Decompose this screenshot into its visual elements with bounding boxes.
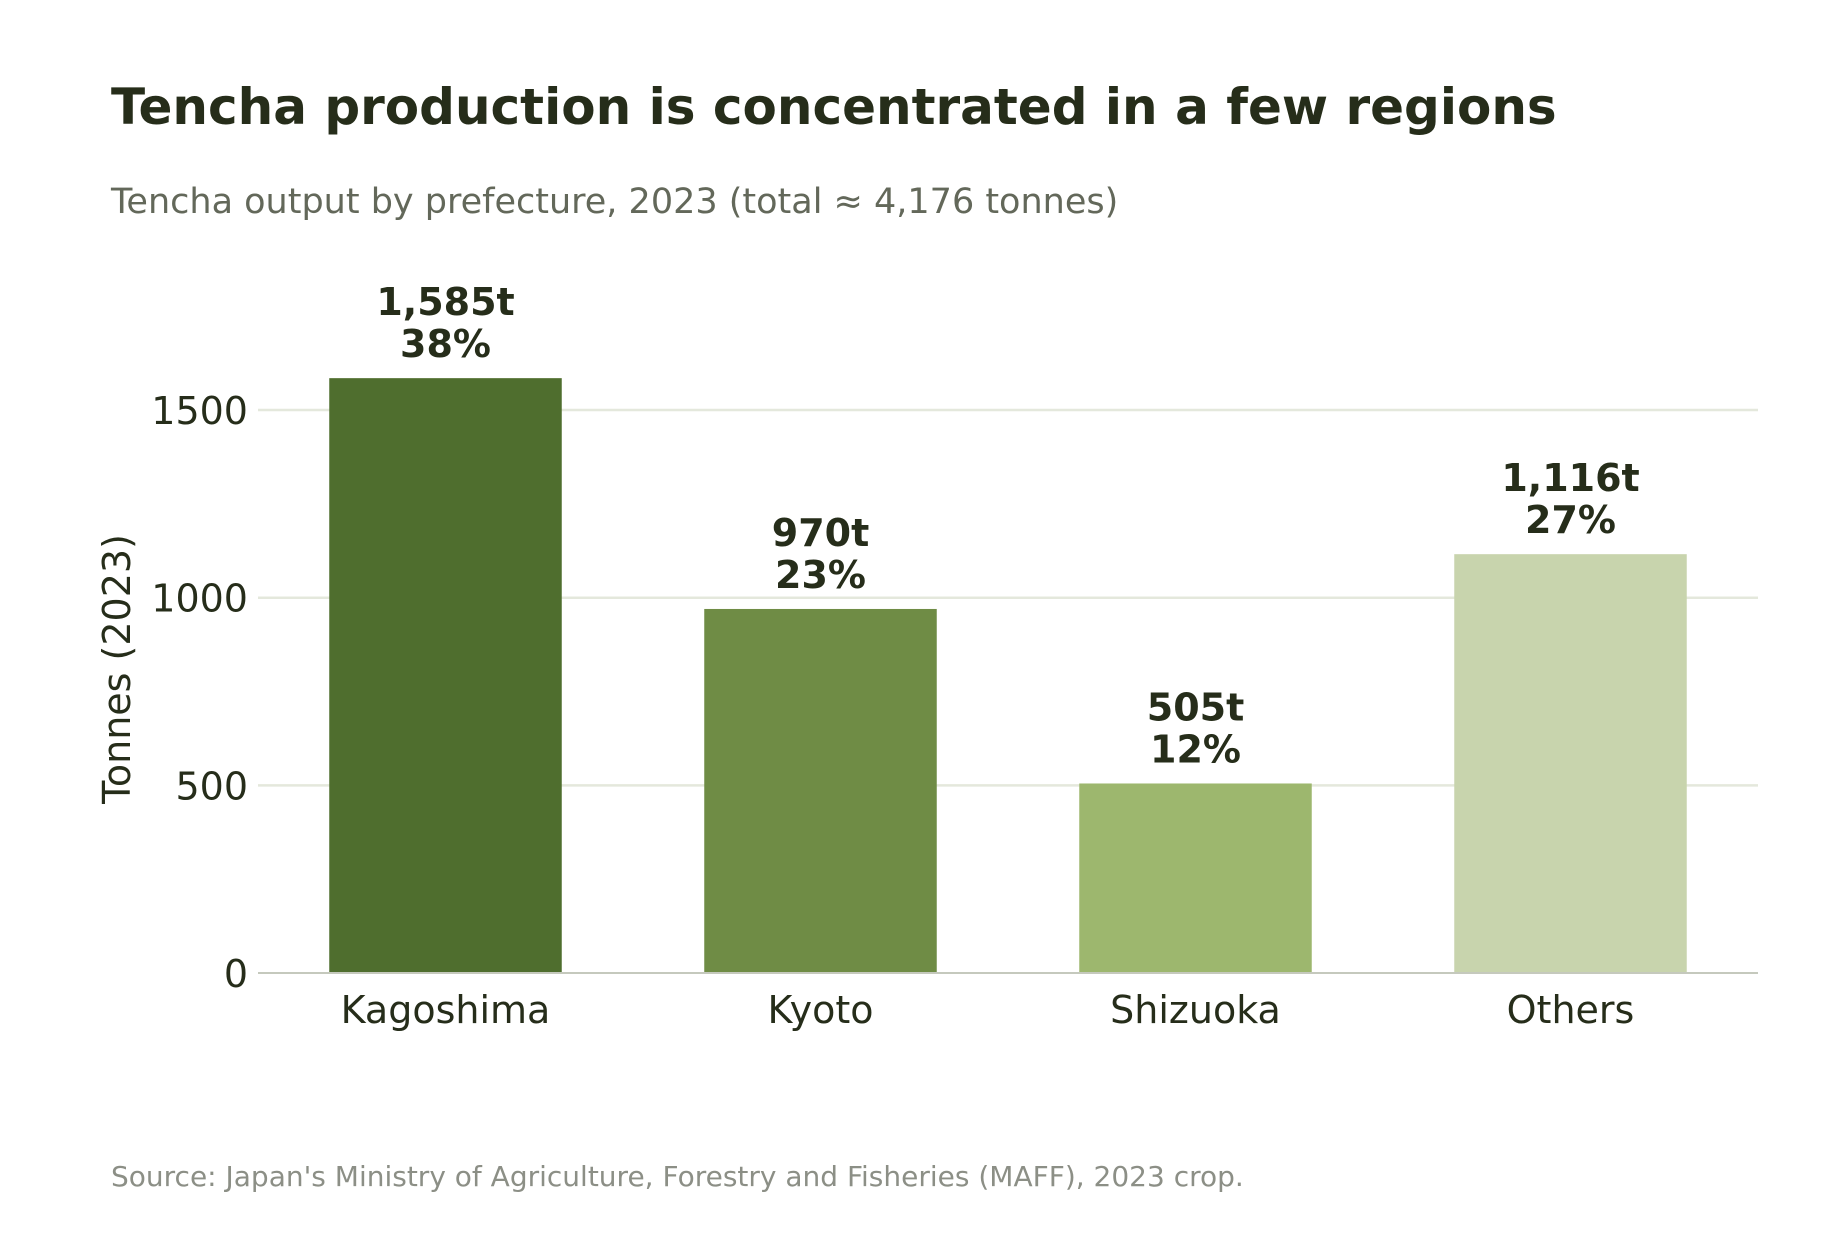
share-label: 27%: [1525, 498, 1616, 542]
share-label: 38%: [400, 322, 491, 366]
source-note: Source: Japan's Ministry of Agriculture,…: [111, 1160, 1244, 1193]
y-axis-title: Tonnes (2023): [95, 534, 139, 805]
x-tick-label: Others: [1507, 988, 1635, 1032]
x-tick-label: Shizuoka: [1110, 988, 1281, 1032]
bars: [329, 378, 1687, 973]
value-label: 970t: [772, 511, 870, 555]
y-tick-label: 1500: [151, 389, 248, 433]
bar-kyoto: [704, 608, 937, 973]
y-tick-label: 1000: [151, 577, 248, 621]
share-label: 12%: [1150, 727, 1241, 771]
bar-shizuoka: [1079, 783, 1312, 973]
bar-kagoshima: [329, 378, 562, 973]
x-tick-label: Kagoshima: [341, 988, 551, 1032]
share-label: 23%: [775, 553, 866, 597]
axes: 0 500 1000 1500 Kagoshima Kyoto Shizuoka Others: [151, 389, 1758, 1032]
chart-subtitle: Tencha output by prefecture, 2023 (total…: [111, 182, 1119, 222]
y-tick-label: 500: [175, 764, 248, 808]
x-tick-label: Kyoto: [767, 988, 873, 1032]
value-label: 505t: [1147, 685, 1245, 729]
y-tick-label: 0: [224, 952, 248, 996]
chart-title: Tencha production is concentrated in a f…: [111, 78, 1557, 136]
value-label: 1,585t: [376, 280, 514, 324]
value-label: 1,116t: [1501, 456, 1639, 500]
bar-others: [1454, 554, 1687, 973]
